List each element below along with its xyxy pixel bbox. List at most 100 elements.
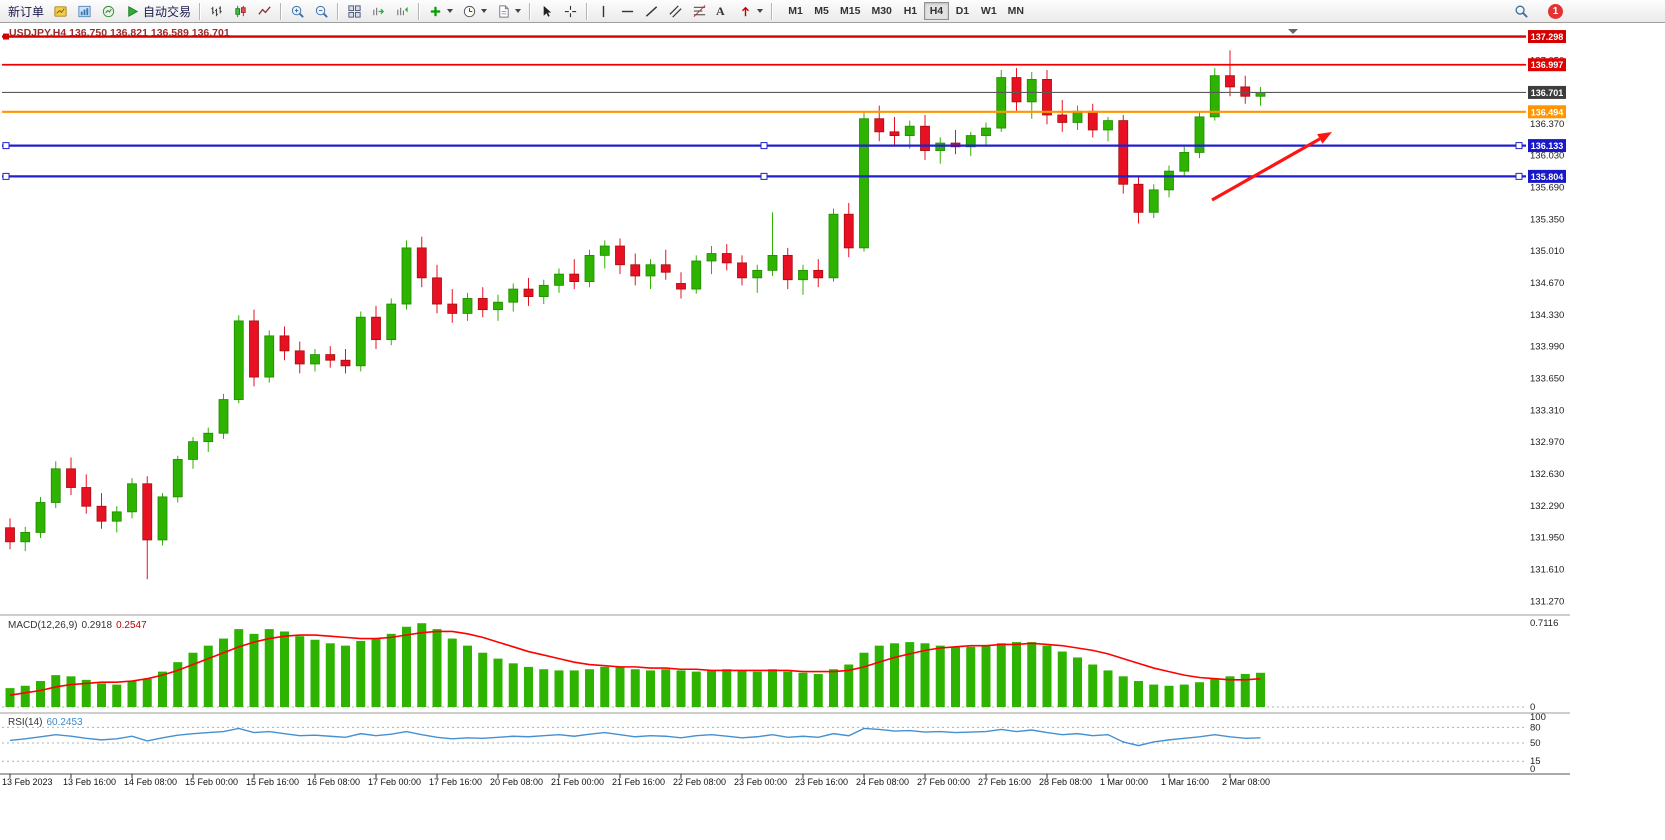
periods-clock-icon [463, 5, 476, 17]
macd-bar [935, 645, 945, 707]
text-tool-button[interactable]: A [712, 1, 733, 21]
timeframe-MN[interactable]: MN [1003, 2, 1029, 20]
candle-up [1179, 146, 1190, 177]
macd-bar [142, 678, 152, 707]
text-tool-icon: A [716, 3, 725, 18]
candle-up [111, 506, 122, 533]
price-badge-label: 137.298 [1531, 32, 1564, 42]
candle-down [1057, 100, 1068, 132]
dropdown-caret [757, 9, 764, 13]
macd-bar [966, 646, 976, 707]
candle-up [1072, 105, 1083, 130]
candle-up [462, 292, 473, 321]
dropdown-caret [481, 9, 488, 13]
auto-scroll-button[interactable] [367, 1, 390, 21]
crosshair-icon [564, 5, 577, 17]
candle-up [355, 311, 366, 372]
line-handle[interactable] [1515, 142, 1523, 150]
macd-bar [1057, 651, 1067, 707]
macd-bar [402, 626, 411, 707]
time-label: 1 Mar 00:00 [1100, 777, 1148, 787]
templates-icon [499, 4, 509, 18]
line-handle[interactable] [2, 142, 10, 150]
trend-arrow[interactable] [1211, 137, 1321, 202]
line-handle[interactable] [760, 142, 768, 150]
timeframe-H1[interactable]: H1 [898, 2, 923, 20]
notification-badge[interactable]: 1 [1548, 3, 1563, 19]
macd-bar [508, 663, 518, 707]
macd-bar [630, 669, 640, 707]
time-label: 27 Feb 00:00 [917, 777, 970, 787]
bar-chart-button[interactable] [205, 1, 228, 21]
price-badge [1528, 105, 1566, 119]
zoom-in-button[interactable] [286, 1, 309, 21]
toolbar-separator [199, 2, 202, 20]
templates-button[interactable] [492, 1, 525, 21]
line-handle[interactable] [3, 33, 9, 40]
candle-down [1133, 176, 1144, 224]
price-tick: 131.610 [1530, 564, 1564, 575]
line-handle[interactable] [760, 172, 768, 180]
auto-trading-button[interactable]: 自动交易 [121, 1, 195, 21]
timeframe-H4[interactable]: H4 [923, 2, 949, 20]
horizontal-line-tool-button[interactable] [616, 1, 639, 21]
candle-down [81, 474, 92, 514]
time-label: 20 Feb 08:00 [490, 777, 543, 787]
time-label: 1 Mar 16:00 [1161, 777, 1209, 787]
price-tick: 135.690 [1530, 183, 1564, 194]
line-chart-button[interactable] [253, 1, 276, 21]
line-handle[interactable] [1515, 172, 1523, 180]
indicators-button[interactable] [424, 1, 457, 21]
zoom-out-button[interactable] [310, 1, 333, 21]
macd-bar [1012, 642, 1021, 707]
charts-button[interactable] [49, 1, 72, 21]
tile-windows-button[interactable] [343, 1, 366, 21]
market-watch-button[interactable] [97, 1, 120, 21]
macd-bar [600, 666, 610, 707]
candle-down [843, 202, 854, 258]
trend-arrow-head[interactable] [1317, 132, 1332, 144]
line-handle[interactable] [2, 172, 10, 180]
candle-down [294, 341, 305, 374]
macd-bar [996, 643, 1006, 707]
trendline-tool-button[interactable] [640, 1, 663, 21]
candle-up [645, 259, 656, 290]
macd-bar [661, 669, 671, 707]
macd-bar [859, 652, 869, 707]
macd-scale-label: 0 [1530, 702, 1535, 713]
fibonacci-tool-button[interactable] [688, 1, 711, 21]
macd-bar [1164, 685, 1174, 707]
timeframe-M30[interactable]: M30 [866, 2, 896, 20]
timeframe-M1[interactable]: M1 [783, 2, 808, 20]
chart-shift-button[interactable] [391, 1, 414, 21]
macd-bar [1042, 645, 1052, 707]
candle-up [996, 70, 1007, 132]
macd-bar [203, 645, 213, 707]
macd-bar [1256, 672, 1265, 707]
profiles-icon [78, 5, 91, 17]
candle-up [386, 298, 397, 346]
chart-shift-marker[interactable] [1288, 29, 1298, 34]
cursor-tool-button[interactable] [535, 1, 558, 21]
timeframe-D1[interactable]: D1 [950, 2, 975, 20]
periods-button[interactable] [458, 1, 491, 21]
candle-up [50, 461, 61, 509]
timeframe-W1[interactable]: W1 [976, 2, 1002, 20]
profiles-button[interactable] [73, 1, 96, 21]
arrows-tool-button[interactable] [734, 1, 767, 21]
timeframe-M5[interactable]: M5 [809, 2, 834, 20]
chart-canvas[interactable]: 137.050136.710136.370136.030135.690135.3… [0, 24, 1665, 840]
vertical-line-tool-button[interactable] [592, 1, 615, 21]
macd-bar [951, 646, 960, 707]
search-button[interactable] [1510, 1, 1533, 21]
timeframe-M15[interactable]: M15 [835, 2, 865, 20]
channel-tool-button[interactable] [664, 1, 687, 21]
candlestick-chart-button[interactable] [229, 1, 252, 21]
crosshair-tool-button[interactable] [559, 1, 582, 21]
macd-bar [66, 676, 76, 707]
candle-up [767, 212, 778, 276]
vertical-line-icon [602, 5, 605, 17]
rsi-scale-label: 80 [1530, 722, 1541, 733]
new-order-button[interactable]: 新订单 [4, 1, 48, 21]
candle-up [1255, 86, 1266, 106]
